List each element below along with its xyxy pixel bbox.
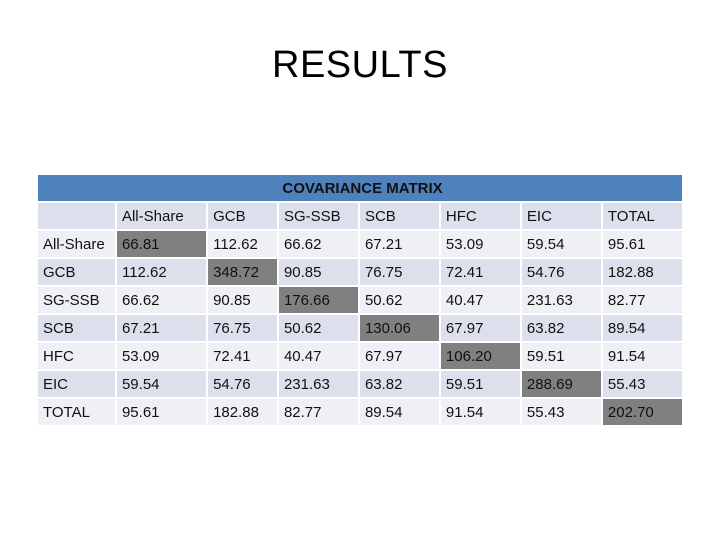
table-cell: 54.76 (208, 371, 277, 397)
table-cell: 106.20 (440, 343, 520, 369)
covariance-matrix-table: COVARIANCE MATRIX All-Share GCB SG-SSB S… (36, 173, 684, 427)
table-cell: 67.97 (440, 315, 520, 341)
table-cell: 55.43 (602, 371, 682, 397)
table-cell: 112.62 (116, 259, 207, 285)
table-cell: 90.85 (208, 287, 277, 313)
table-cell: 59.51 (440, 371, 520, 397)
slide-title: RESULTS (272, 44, 448, 86)
table-row: EIC 59.54 54.76 231.63 63.82 59.51 288.6… (38, 371, 682, 397)
table-row: HFC 53.09 72.41 40.47 67.97 106.20 59.51… (38, 343, 682, 369)
table-row: SG-SSB 66.62 90.85 176.66 50.62 40.47 23… (38, 287, 682, 313)
table-cell: 176.66 (278, 287, 358, 313)
table-cell: 82.77 (602, 287, 682, 313)
column-header: All-Share (116, 203, 207, 229)
table-cell: 288.69 (521, 371, 601, 397)
table-cell: 50.62 (359, 287, 439, 313)
table-cell: 202.70 (602, 399, 682, 425)
table-cell: 50.62 (278, 315, 358, 341)
table-cell: 348.72 (208, 259, 277, 285)
column-header: GCB (208, 203, 277, 229)
row-label: TOTAL (38, 399, 115, 425)
column-header (38, 203, 115, 229)
table-cell: 76.75 (208, 315, 277, 341)
table-cell: 66.62 (278, 231, 358, 257)
column-header: SCB (359, 203, 439, 229)
row-label: EIC (38, 371, 115, 397)
table-cell: 66.81 (116, 231, 207, 257)
table-cell: 66.62 (116, 287, 207, 313)
table-caption: COVARIANCE MATRIX (38, 175, 682, 201)
table-cell: 130.06 (359, 315, 439, 341)
table-cell: 63.82 (359, 371, 439, 397)
row-label: HFC (38, 343, 115, 369)
table-cell: 40.47 (278, 343, 358, 369)
table-cell: 95.61 (116, 399, 207, 425)
table-row: SCB 67.21 76.75 50.62 130.06 67.97 63.82… (38, 315, 682, 341)
table-caption-row: COVARIANCE MATRIX (38, 175, 682, 201)
table-cell: 82.77 (278, 399, 358, 425)
table-cell: 53.09 (440, 231, 520, 257)
column-header: SG-SSB (278, 203, 358, 229)
table-cell: 182.88 (208, 399, 277, 425)
column-header: HFC (440, 203, 520, 229)
table-cell: 89.54 (602, 315, 682, 341)
table-cell: 182.88 (602, 259, 682, 285)
column-header: EIC (521, 203, 601, 229)
table-cell: 95.61 (602, 231, 682, 257)
table-cell: 231.63 (278, 371, 358, 397)
table-cell: 67.97 (359, 343, 439, 369)
column-header-row: All-Share GCB SG-SSB SCB HFC EIC TOTAL (38, 203, 682, 229)
table-cell: 72.41 (440, 259, 520, 285)
table-cell: 59.54 (521, 231, 601, 257)
table-cell: 59.54 (116, 371, 207, 397)
column-header: TOTAL (602, 203, 682, 229)
table-cell: 53.09 (116, 343, 207, 369)
table-cell: 63.82 (521, 315, 601, 341)
table-cell: 231.63 (521, 287, 601, 313)
table-cell: 89.54 (359, 399, 439, 425)
table-cell: 72.41 (208, 343, 277, 369)
table-cell: 91.54 (440, 399, 520, 425)
table-cell: 91.54 (602, 343, 682, 369)
table-cell: 67.21 (116, 315, 207, 341)
row-label: SG-SSB (38, 287, 115, 313)
table-cell: 40.47 (440, 287, 520, 313)
table-row: All-Share 66.81 112.62 66.62 67.21 53.09… (38, 231, 682, 257)
table-cell: 90.85 (278, 259, 358, 285)
table-cell: 59.51 (521, 343, 601, 369)
row-label: All-Share (38, 231, 115, 257)
row-label: SCB (38, 315, 115, 341)
table-cell: 55.43 (521, 399, 601, 425)
table-cell: 54.76 (521, 259, 601, 285)
table-cell: 112.62 (208, 231, 277, 257)
row-label: GCB (38, 259, 115, 285)
table-cell: 76.75 (359, 259, 439, 285)
table-body: COVARIANCE MATRIX All-Share GCB SG-SSB S… (38, 175, 682, 425)
table-row: GCB 112.62 348.72 90.85 76.75 72.41 54.7… (38, 259, 682, 285)
table-cell: 67.21 (359, 231, 439, 257)
table-row: TOTAL 95.61 182.88 82.77 89.54 91.54 55.… (38, 399, 682, 425)
